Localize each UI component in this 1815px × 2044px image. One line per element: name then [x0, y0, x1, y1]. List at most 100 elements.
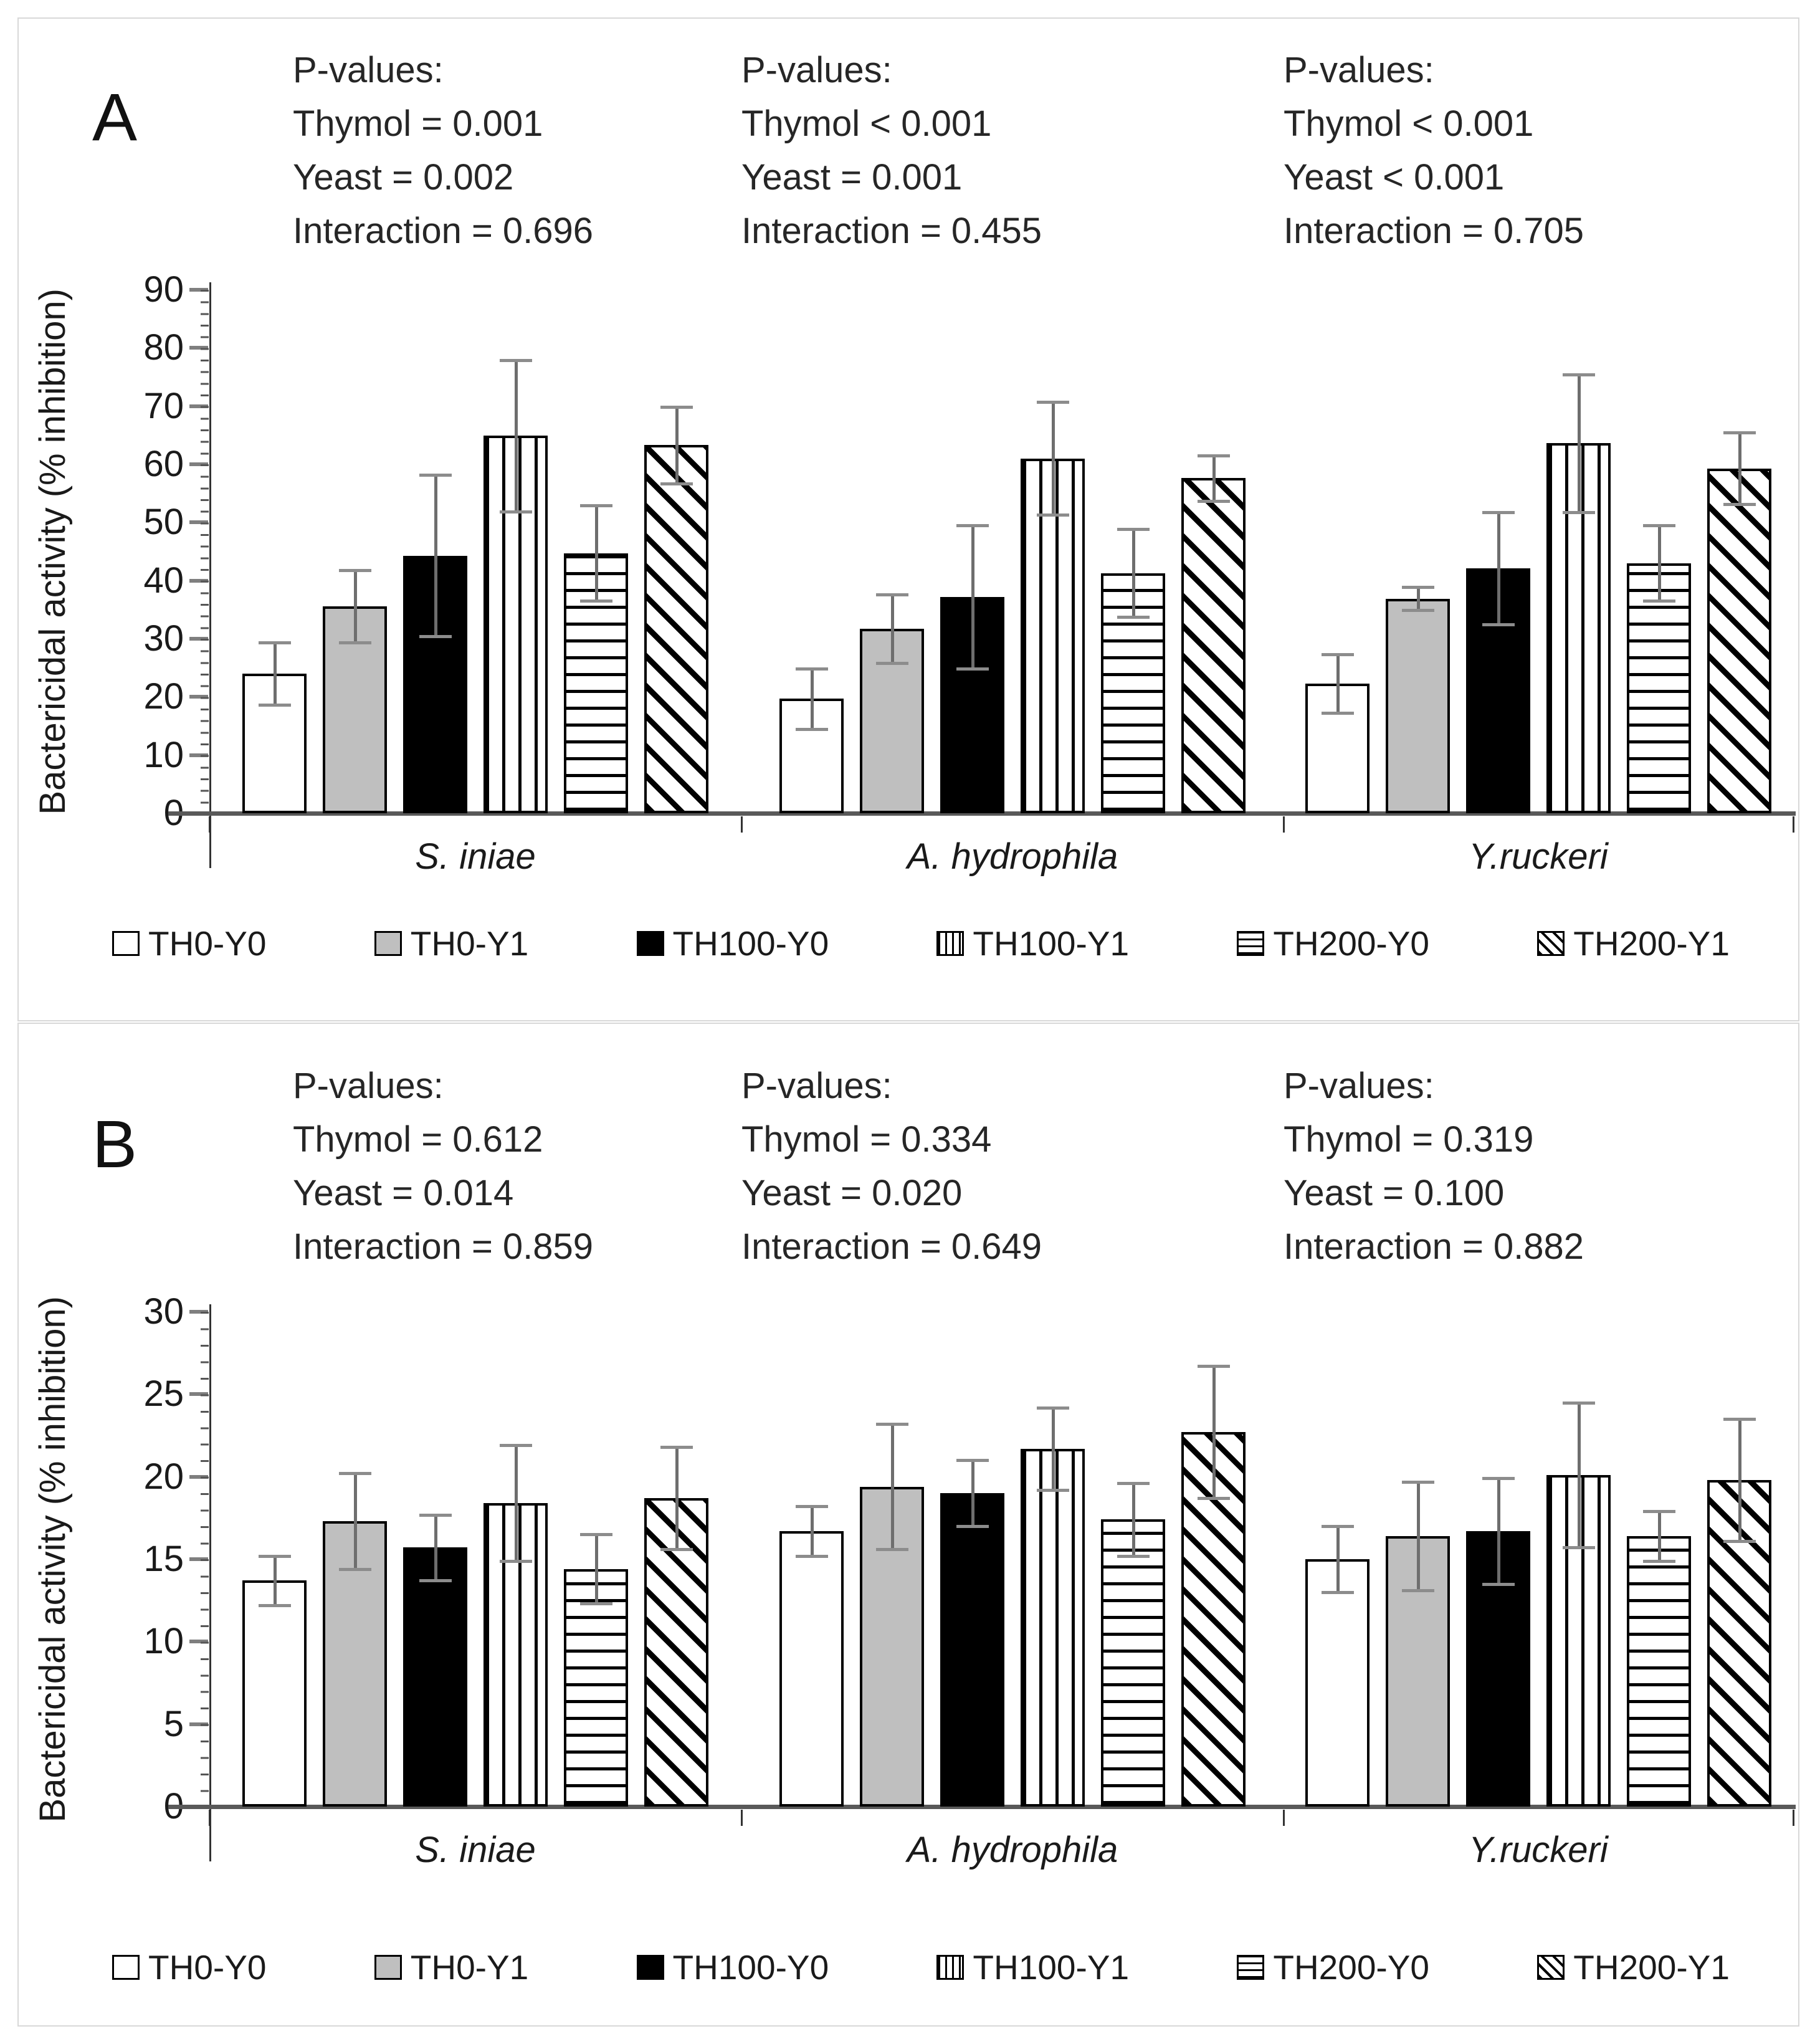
category-label: Y.ruckeri [1469, 836, 1608, 877]
error-bar-cap-bottom [579, 1602, 612, 1606]
legend-swatch-black [636, 931, 664, 956]
error-bar-cap-top [1036, 1406, 1069, 1410]
x-axis-tick [1283, 816, 1285, 833]
y-tick-label: 10 [143, 734, 184, 775]
error-bar-cap-top [875, 593, 908, 597]
error-bar-cap-top [1401, 585, 1434, 589]
error-bar-cap-top [1117, 1482, 1150, 1486]
y-tick-label: 50 [143, 502, 184, 543]
error-bar-cap-bottom [1117, 616, 1150, 619]
y-tick-mark [189, 346, 208, 350]
category-label: S. iniae [415, 836, 536, 877]
error-bar-cap-top [579, 504, 612, 508]
error-bar-cap-top [795, 1505, 828, 1509]
error-bar-line [1131, 528, 1135, 618]
p-value-line: Yeast = 0.002 [293, 157, 514, 198]
error-bar-cap-bottom [419, 635, 452, 639]
p-value-line: P-values: [741, 50, 892, 90]
error-bar-cap-bottom [1562, 1546, 1595, 1550]
legend-label: TH100-Y1 [973, 924, 1130, 963]
p-value-line: Interaction = 0.859 [293, 1226, 594, 1267]
error-bar-cap-top [579, 1533, 612, 1537]
error-bar-cap-bottom [875, 1548, 908, 1552]
y-tick-label: 60 [143, 444, 184, 484]
error-bar-cap-bottom [1723, 503, 1756, 507]
bar-th0-y0 [779, 1531, 844, 1807]
error-bar-line [1497, 512, 1500, 624]
legend-label: TH200-Y0 [1273, 924, 1430, 963]
error-bar-cap-top [499, 1444, 532, 1448]
error-bar-cap-top [338, 568, 371, 572]
legend-item: TH0-Y0 [112, 924, 267, 963]
error-bar-line [514, 360, 518, 512]
legend-label: TH0-Y1 [410, 924, 529, 963]
legend-swatch-hstripe [1237, 931, 1265, 956]
legend-label: TH200-Y1 [1573, 1948, 1730, 1987]
x-axis-tick [741, 816, 743, 833]
y-axis-line [209, 1304, 211, 1861]
panel-b-letter: B [92, 1106, 138, 1182]
error-bar-line [1577, 375, 1581, 512]
panel-b-y-axis-title: Bactericidal activity (% inhibition) [26, 1296, 79, 1823]
error-bar-cap-bottom [1723, 1539, 1756, 1543]
error-bar-cap-top [660, 405, 693, 409]
p-value-line: Thymol = 0.334 [741, 1119, 992, 1160]
p-value-block: P-values: Thymol = 0.334 Yeast = 0.020 Inte… [741, 1059, 1215, 1274]
panel-a: A P-values: Thymol = 0.001 Yeast = 0.002 In… [17, 17, 1799, 1021]
p-value-line: Yeast < 0.001 [1284, 157, 1505, 198]
bar-th200-y0 [1101, 1519, 1165, 1807]
error-bar-line [890, 595, 894, 664]
error-bar-line [1336, 654, 1340, 713]
x-axis-tick [1793, 1810, 1794, 1826]
error-bar-line [1738, 432, 1741, 505]
y-tick-mark [189, 695, 208, 699]
y-tick-mark [189, 1557, 208, 1561]
p-value-line: Yeast = 0.001 [741, 157, 963, 198]
legend-item: TH0-Y1 [374, 924, 529, 963]
error-bar-line [594, 1534, 598, 1604]
y-tick-label: 70 [143, 385, 184, 426]
y-tick-label: 20 [143, 676, 184, 717]
error-bar-cap-bottom [338, 641, 371, 644]
y-tick-mark [189, 1310, 208, 1314]
error-bar-line [1131, 1483, 1135, 1556]
panel-a-pvalues: P-values: Thymol = 0.001 Yeast = 0.002 Inte… [19, 19, 1798, 1020]
error-bar-cap-top [1117, 527, 1150, 531]
category-label: Y.ruckeri [1469, 1830, 1608, 1870]
y-tick-label: 80 [143, 327, 184, 368]
error-bar-cap-bottom [795, 1554, 828, 1558]
error-bar-cap-top [1723, 1418, 1756, 1421]
error-bar-line [1657, 525, 1661, 601]
p-value-line: Interaction = 0.705 [1284, 211, 1584, 251]
error-bar-cap-bottom [1117, 1554, 1150, 1558]
category-label: A. hydrophila [907, 1830, 1118, 1870]
error-bar-cap-top [419, 473, 452, 477]
error-bar-line [1212, 456, 1216, 501]
error-bar-line [1657, 1511, 1661, 1561]
legend-swatch-dstripe [1537, 931, 1565, 956]
error-bar-cap-bottom [660, 482, 693, 485]
y-tick-mark [189, 1392, 208, 1397]
y-axis-title-text: Bactericidal activity (% inhibition) [32, 288, 73, 815]
error-bar-line [1212, 1366, 1216, 1499]
error-bar-line [675, 406, 679, 484]
panel-a-chart: Bactericidal activity (% inhibition) 90 8… [19, 19, 1798, 1020]
p-value-line: Interaction = 0.696 [293, 211, 594, 251]
legend-label: TH100-Y0 [672, 1948, 829, 1987]
p-value-line: Thymol = 0.319 [1284, 1119, 1534, 1160]
p-value-block: P-values: Thymol = 0.001 Yeast = 0.002 Inte… [293, 44, 766, 258]
p-value-line: Yeast = 0.020 [741, 1173, 963, 1213]
y-tick-mark [189, 462, 208, 466]
y-tick-mark [189, 753, 208, 757]
error-bar-cap-bottom [1562, 510, 1595, 514]
error-bar-cap-top [258, 1554, 291, 1558]
error-bar-line [971, 1460, 974, 1527]
error-bar-line [353, 1473, 357, 1569]
y-minor-ticks [201, 290, 209, 815]
y-tick-mark [189, 520, 208, 525]
error-bar-cap-top [1197, 454, 1230, 457]
y-minor-ticks [201, 1312, 209, 1808]
p-value-line: P-values: [1284, 50, 1434, 90]
panel-b-pvalues: P-values: Thymol = 0.612 Yeast = 0.014 Inte… [19, 1024, 1798, 2025]
p-value-line: P-values: [741, 1066, 892, 1106]
